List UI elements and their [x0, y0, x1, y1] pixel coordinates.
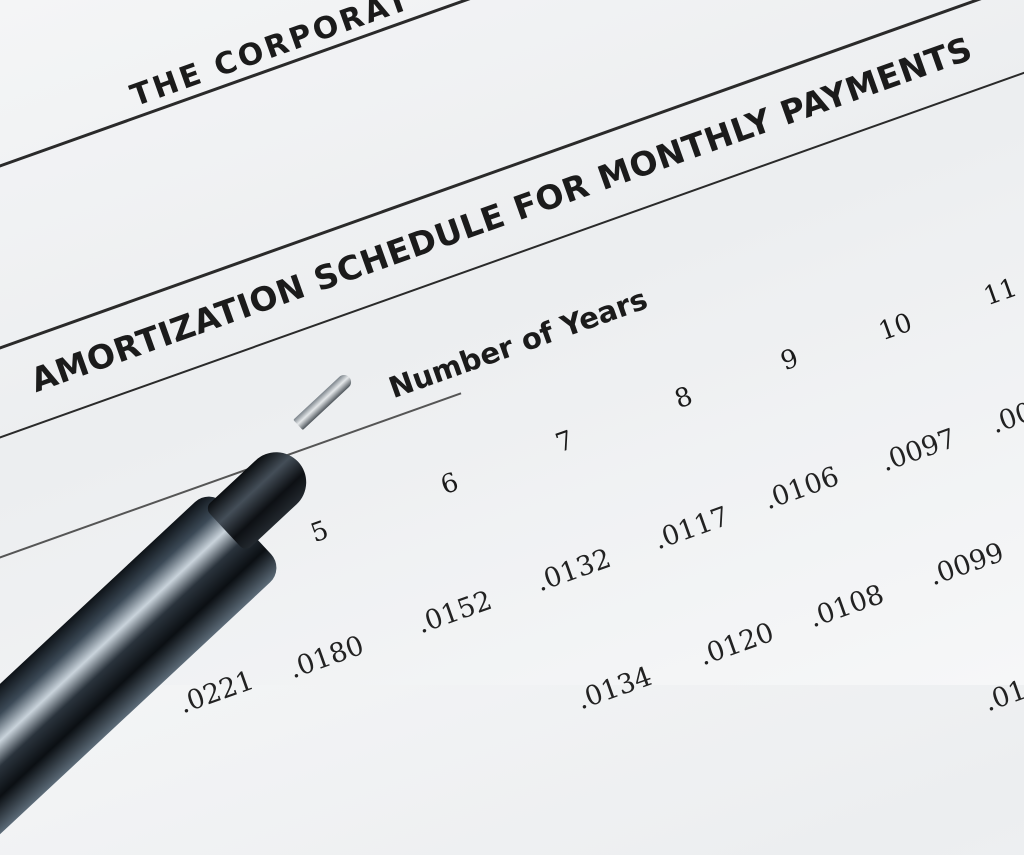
table-cell: .0152 — [412, 584, 497, 641]
table-cell: .0099 — [924, 536, 1009, 593]
table-cell: .0097 — [876, 422, 961, 479]
year-header: 6 — [436, 467, 463, 502]
table-cell: .01 — [979, 674, 1024, 719]
divider-line — [0, 0, 519, 171]
table-cell: .00 — [986, 396, 1024, 441]
table-cell: .0180 — [284, 629, 369, 686]
table-cell: .0132 — [531, 542, 616, 599]
table-cell: .0108 — [804, 578, 889, 635]
header-fragment: THE CORPORAT — [126, 0, 416, 114]
year-header: 10 — [874, 307, 917, 348]
year-header: 9 — [776, 343, 803, 378]
year-header: 11 — [979, 272, 1022, 313]
table-cell: .0221 — [174, 664, 259, 721]
table-cell: .0106 — [759, 460, 844, 517]
table-cell: .0120 — [694, 616, 779, 673]
column-group-label: Number of Years — [384, 281, 652, 406]
pen-tip — [293, 372, 354, 431]
table-cell: .0117 — [649, 500, 734, 557]
year-header: 8 — [670, 381, 697, 416]
table-cell: .0134 — [572, 660, 657, 717]
divider-line — [0, 64, 1024, 442]
year-header: 7 — [551, 425, 578, 460]
divider-line — [0, 0, 1024, 353]
year-header: 5 — [306, 515, 333, 550]
